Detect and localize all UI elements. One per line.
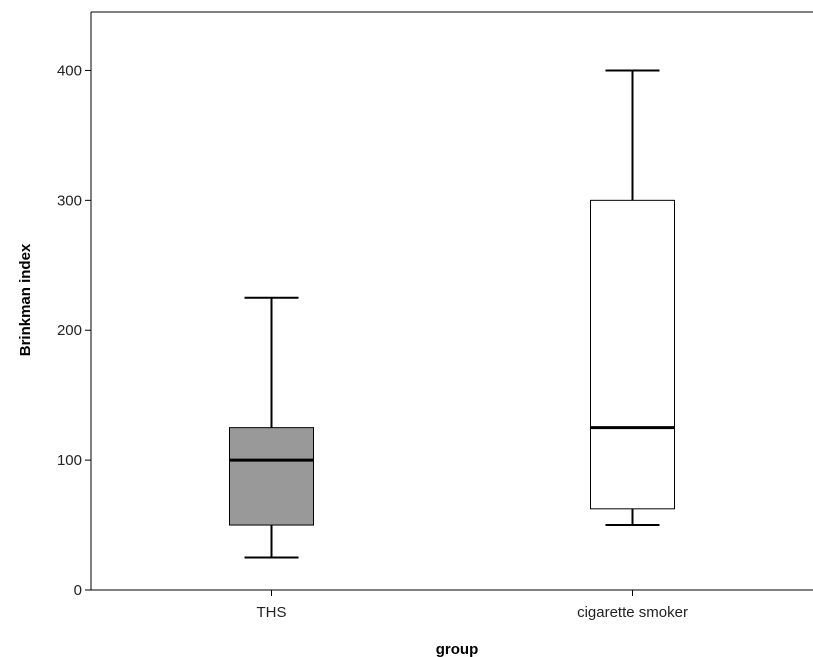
y-axis-title: Brinkman index <box>17 243 34 356</box>
x-ticks: THS cigarette smoker <box>257 590 688 621</box>
boxes <box>229 69 675 559</box>
box-ths <box>229 296 314 559</box>
iqr-box <box>590 199 675 510</box>
iqr-box <box>229 427 314 526</box>
y-ticks: 0 100 200 300 400 <box>57 62 91 599</box>
y-tick-label: 300 <box>57 192 82 209</box>
x-axis-title: group <box>436 641 479 657</box>
box-cigarette-smoker <box>590 69 675 527</box>
y-tick-label: 100 <box>57 452 82 469</box>
x-tick-label: cigarette smoker <box>577 604 688 621</box>
y-tick-label: 0 <box>74 582 82 599</box>
y-tick-label: 400 <box>57 62 82 79</box>
axes <box>90 11 813 591</box>
y-tick-label: 200 <box>57 322 82 339</box>
x-tick-label: THS <box>257 604 287 621</box>
